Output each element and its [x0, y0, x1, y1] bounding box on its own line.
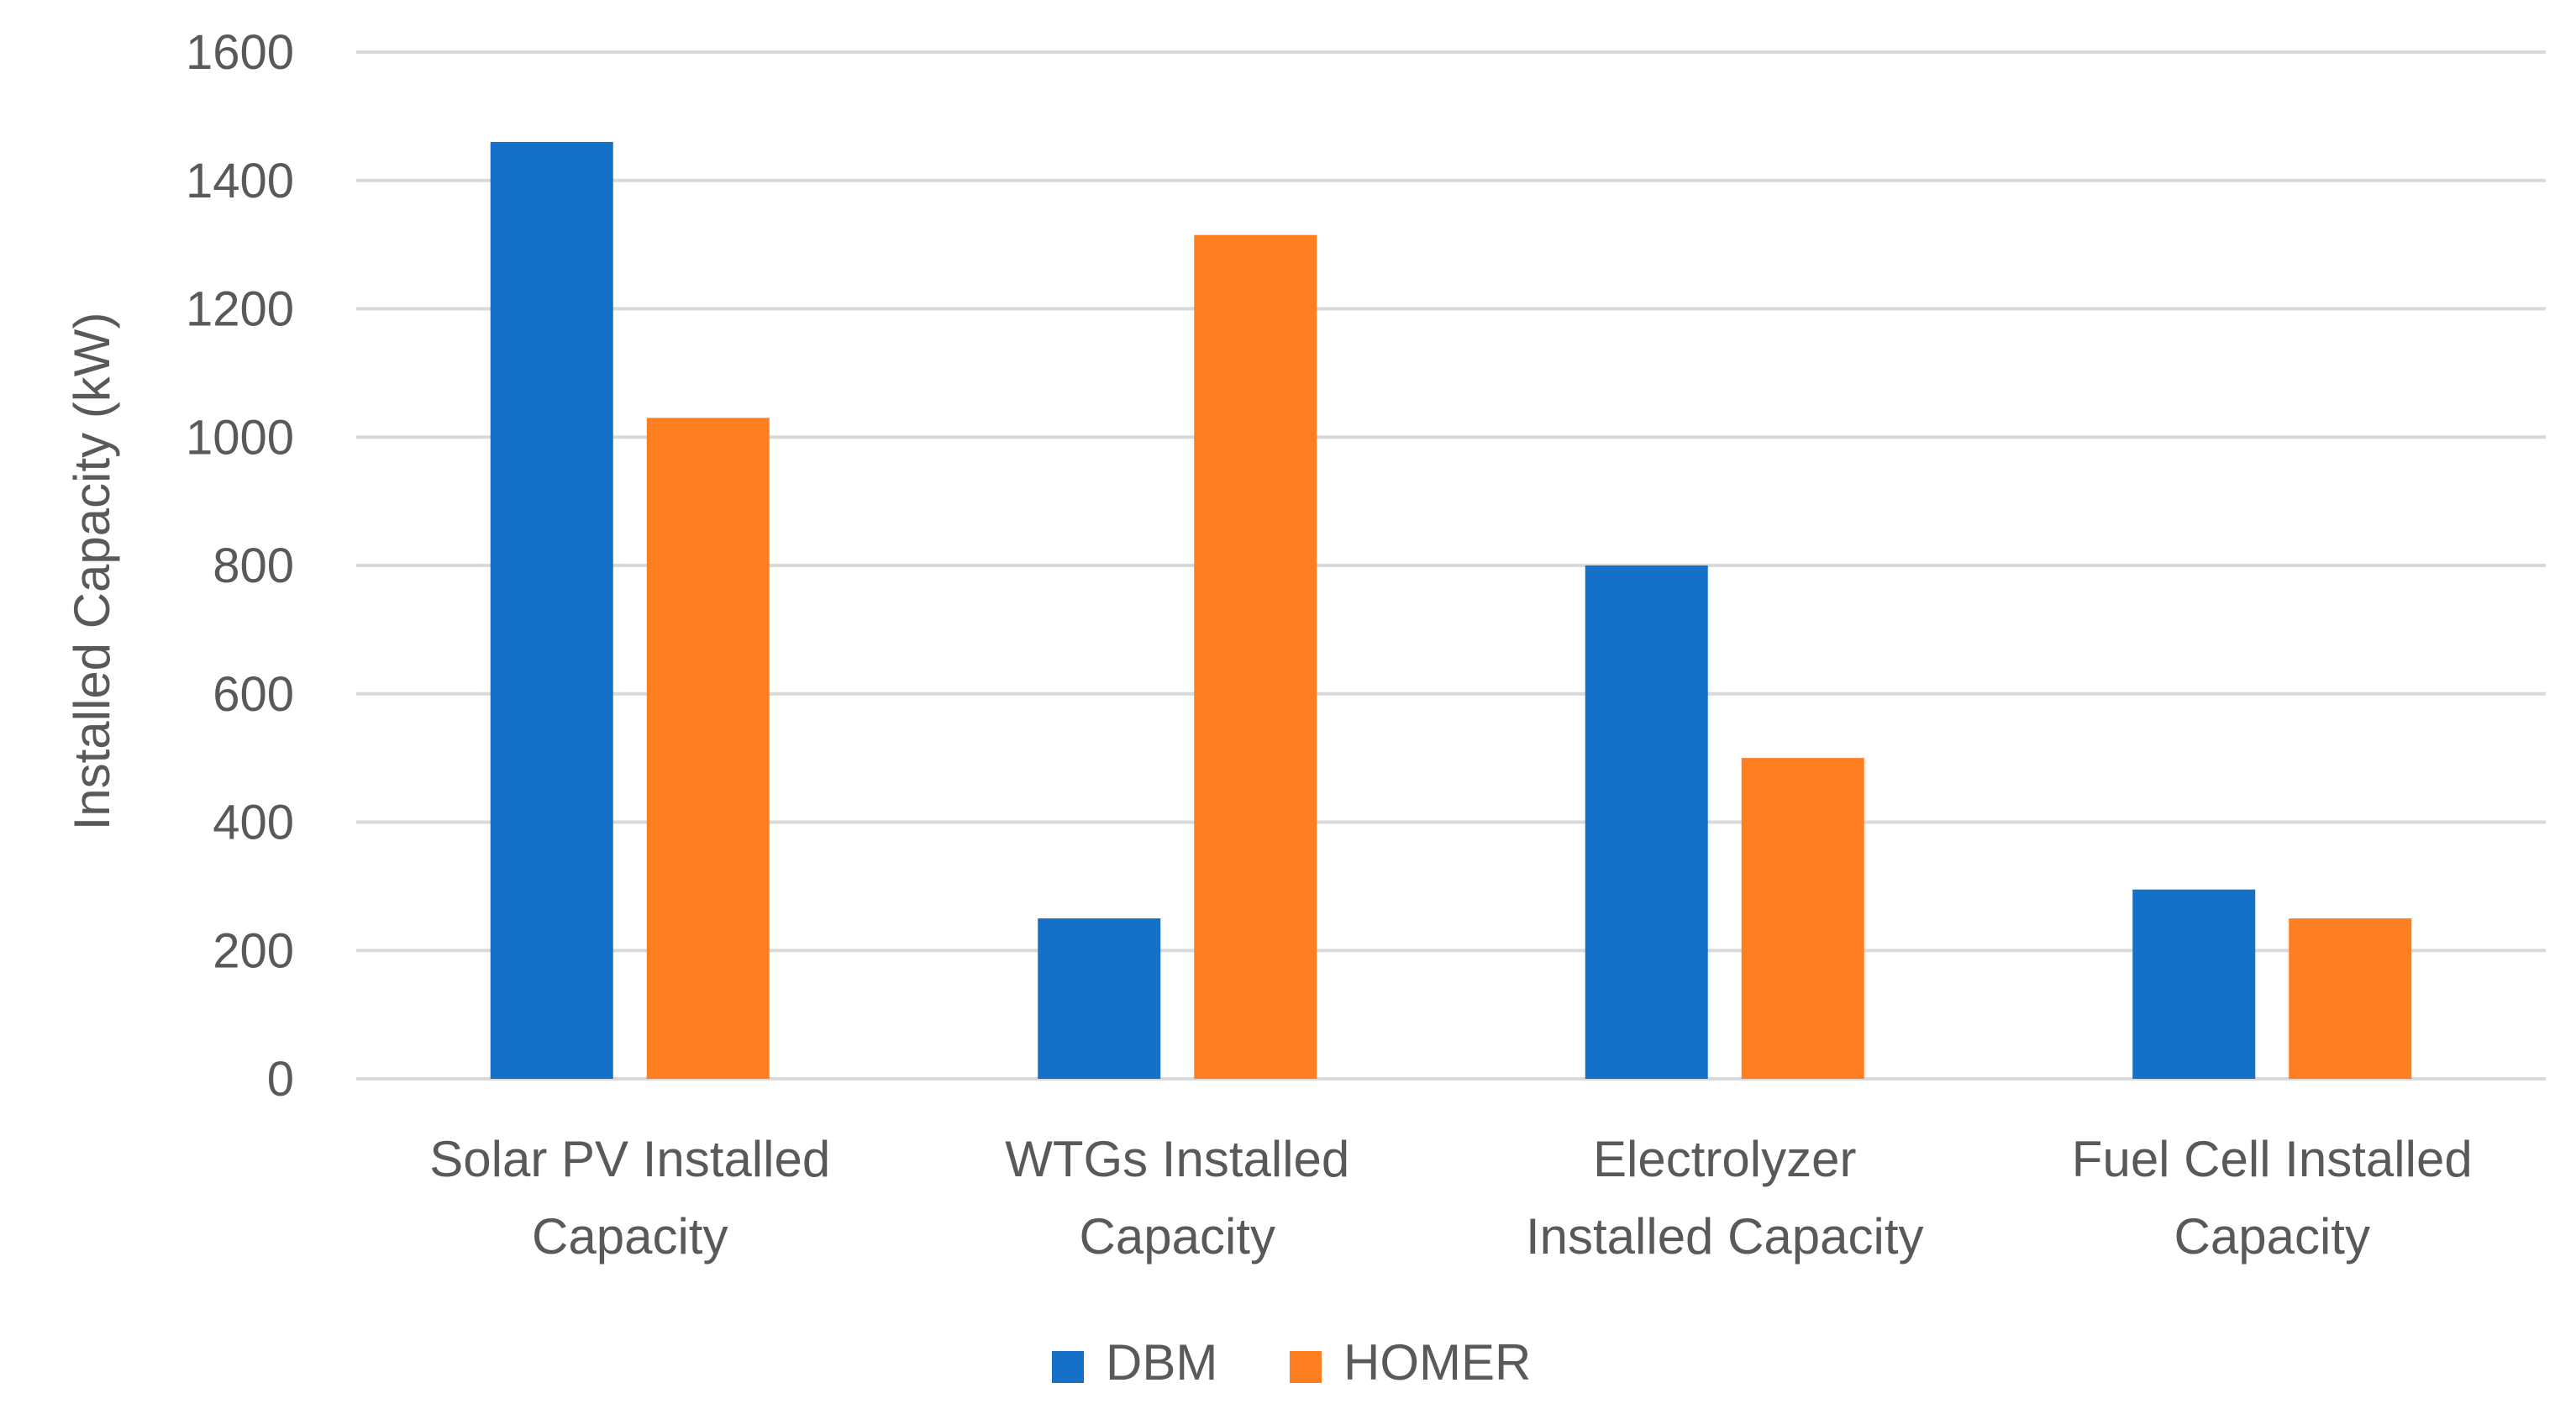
legend-label-homer: HOMER	[1343, 1334, 1531, 1391]
x-category-label: Capacity	[2174, 1208, 2370, 1265]
x-category-label: Capacity	[532, 1208, 728, 1265]
x-axis-category-labels: Solar PV Installed Capacity WTGs Installed…	[429, 1131, 2472, 1265]
x-category-label: Electrolyzer	[1593, 1131, 1856, 1187]
y-tick-label: 800	[213, 539, 294, 593]
bar-homer-4	[2289, 918, 2412, 1079]
bar-homer-1	[646, 418, 770, 1079]
y-axis-tick-labels: 0 200 400 600 800 1000 1200 1400 1600	[186, 25, 294, 1107]
y-tick-label: 1400	[186, 154, 294, 208]
x-category-label: Solar PV Installed	[429, 1131, 830, 1187]
x-category-label: WTGs Installed	[1005, 1131, 1349, 1187]
y-tick-label: 0	[267, 1052, 294, 1107]
bar-dbm-2	[1038, 918, 1161, 1079]
bar-homer-2	[1194, 234, 1317, 1079]
bar-dbm-3	[1585, 565, 1708, 1079]
legend-swatch-homer	[1290, 1351, 1322, 1383]
y-tick-label: 1200	[186, 282, 294, 337]
x-category-label: Installed Capacity	[1526, 1208, 1924, 1265]
bar-homer-3	[1741, 758, 1864, 1079]
x-category-label: Capacity	[1080, 1208, 1275, 1265]
y-tick-label: 200	[213, 923, 294, 978]
bar-dbm-1	[490, 141, 613, 1079]
legend: DBM HOMER	[1052, 1334, 1531, 1391]
y-tick-label: 600	[213, 667, 294, 722]
y-axis-title: Installed Capacity (kW)	[64, 313, 120, 831]
legend-label-dbm: DBM	[1106, 1334, 1217, 1391]
bars	[490, 141, 2412, 1079]
y-tick-label: 400	[213, 796, 294, 850]
x-category-label: Fuel Cell Installed	[2072, 1131, 2473, 1187]
y-tick-label: 1600	[186, 25, 294, 80]
legend-swatch-dbm	[1052, 1351, 1084, 1383]
y-tick-label: 1000	[186, 410, 294, 465]
bar-dbm-4	[2132, 889, 2256, 1079]
